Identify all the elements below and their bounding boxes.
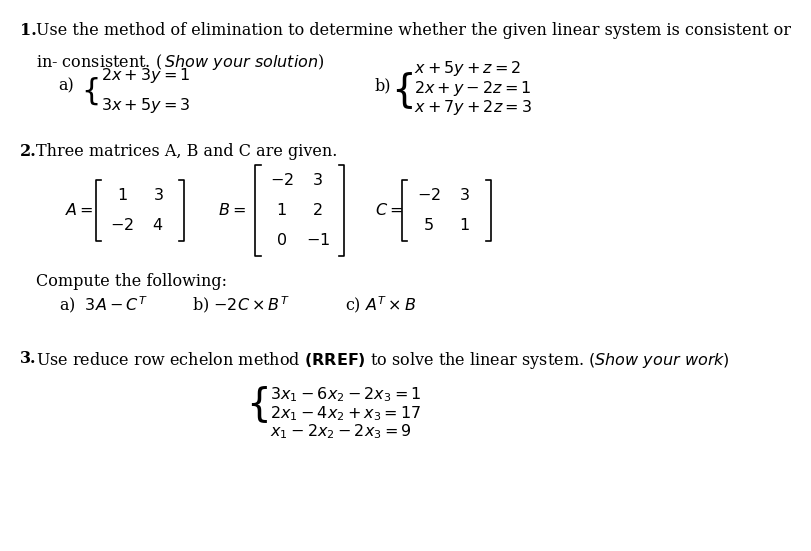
Text: Use the method of elimination to determine whether the given linear system is co: Use the method of elimination to determi… (36, 22, 790, 39)
Text: $2x+y-2z=1$: $2x+y-2z=1$ (414, 79, 530, 98)
Text: $ 5$: $ 5$ (423, 217, 433, 234)
Text: $3x_1-6x_2-2x_3=1$: $3x_1-6x_2-2x_3=1$ (270, 385, 421, 404)
Text: $x_1-2x_2-2x_3=9$: $x_1-2x_2-2x_3=9$ (270, 423, 412, 441)
Text: $ 0$: $ 0$ (276, 233, 287, 249)
Text: $3$: $3$ (458, 187, 469, 204)
Text: in- consistent. ( $\mathit{Show\ your\ solution}$): in- consistent. ( $\mathit{Show\ your\ s… (36, 52, 324, 72)
Text: Use reduce row echelon method $\mathbf{(RREF)}$ to solve the linear system. $\ma: Use reduce row echelon method $\mathbf{(… (36, 350, 729, 371)
Text: b): b) (374, 77, 391, 94)
Text: $C=$: $C=$ (374, 202, 402, 219)
Text: $2x+3y=1$: $2x+3y=1$ (101, 66, 190, 85)
Text: $3$: $3$ (152, 187, 163, 204)
Text: $x+7y+2z=3$: $x+7y+2z=3$ (414, 99, 531, 117)
Text: $2$: $2$ (312, 202, 323, 219)
Text: $4$: $4$ (152, 217, 164, 234)
Text: $-2$: $-2$ (269, 172, 294, 188)
Text: $A=$: $A=$ (65, 202, 94, 219)
Text: c) $A^{T}\times B$: c) $A^{T}\times B$ (345, 294, 416, 315)
Text: Three matrices A, B and C are given.: Three matrices A, B and C are given. (36, 143, 337, 160)
Text: $ 1$: $ 1$ (276, 202, 287, 219)
Text: $1$: $1$ (458, 217, 469, 234)
Text: $3$: $3$ (312, 172, 323, 188)
Text: $2x_1-4x_2+x_3=17$: $2x_1-4x_2+x_3=17$ (270, 404, 421, 423)
Text: $\{$: $\{$ (247, 385, 268, 425)
Text: $x+5y+z=2$: $x+5y+z=2$ (414, 59, 521, 78)
Text: a)  $3A-C^{T}$: a) $3A-C^{T}$ (58, 294, 147, 315)
Text: Compute the following:: Compute the following: (36, 273, 226, 290)
Text: $ 1$: $ 1$ (117, 187, 127, 204)
Text: b) $-2C\times B^{T}$: b) $-2C\times B^{T}$ (192, 294, 290, 315)
Text: a): a) (58, 77, 75, 94)
Text: $-2$: $-2$ (416, 187, 440, 204)
Text: $B=$: $B=$ (218, 202, 246, 219)
Text: 2.: 2. (19, 143, 36, 160)
Text: 1.: 1. (19, 22, 36, 39)
Text: 3.: 3. (19, 350, 36, 367)
Text: $-1$: $-1$ (305, 233, 329, 249)
Text: $-2$: $-2$ (110, 217, 134, 234)
Text: $\{$: $\{$ (391, 71, 413, 111)
Text: $3x+5y=3$: $3x+5y=3$ (101, 96, 190, 115)
Text: $\{$: $\{$ (80, 75, 98, 107)
